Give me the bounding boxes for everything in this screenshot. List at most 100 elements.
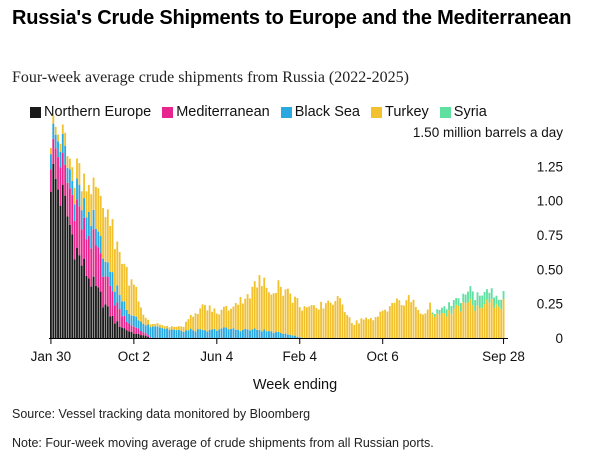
bar-segment <box>294 296 296 336</box>
bar-segment <box>263 277 266 330</box>
bar-segment <box>315 307 318 338</box>
bar-segment <box>125 309 128 322</box>
bar-segment <box>289 334 292 338</box>
bar-segment <box>239 297 242 332</box>
bar-segment <box>495 304 498 338</box>
bar-segment <box>50 169 52 193</box>
bar-segment <box>85 217 88 240</box>
bar-segment <box>71 180 74 195</box>
bar-segment <box>113 305 116 324</box>
bar-segment <box>433 316 436 338</box>
bar-segment <box>450 305 453 314</box>
bar-segment <box>144 335 147 338</box>
bar-segment <box>113 249 116 292</box>
bar-segment <box>230 328 232 338</box>
bar-segment <box>118 326 121 338</box>
bar-segment <box>488 302 491 338</box>
bar-segment <box>474 300 477 311</box>
bar-segment <box>386 311 389 338</box>
bar-segment <box>102 258 104 277</box>
bar-segment <box>474 310 477 338</box>
bar-segment <box>111 219 114 273</box>
bar-segment <box>71 167 74 181</box>
bar-segment <box>90 225 93 249</box>
bar-segment <box>279 332 282 338</box>
bar-segment <box>424 313 427 338</box>
bar-segment <box>137 328 140 334</box>
bar-segment <box>441 313 443 338</box>
bar-segment <box>298 307 301 338</box>
bar-segment <box>452 308 455 338</box>
bar-segment <box>481 307 484 338</box>
bar-segment <box>92 177 95 210</box>
bar-segment <box>256 329 259 338</box>
bar-segment <box>121 327 123 338</box>
bar-segment <box>268 292 270 332</box>
bar-segment <box>258 275 261 330</box>
bar-segment <box>445 316 448 338</box>
bar-segment <box>68 158 71 170</box>
bar-segment <box>66 216 69 338</box>
bar-segment <box>353 325 356 338</box>
bar-segment <box>265 287 268 332</box>
bar-segment <box>173 326 176 330</box>
bar-segment <box>116 321 119 338</box>
bar-segment <box>50 154 52 170</box>
bar-segment <box>263 329 266 338</box>
chart-bars <box>50 115 505 338</box>
bar-segment <box>225 305 228 328</box>
bar-segment <box>83 198 86 218</box>
bar-segment <box>493 297 495 308</box>
bar-segment <box>443 313 446 338</box>
bar-segment <box>159 324 161 328</box>
bar-segment <box>365 317 368 338</box>
bar-segment <box>90 286 93 338</box>
legend-swatch <box>280 106 292 118</box>
bar-segment <box>64 164 67 196</box>
legend-item: Mediterranean <box>162 104 270 120</box>
bar-segment <box>294 335 296 338</box>
bar-segment <box>339 298 341 338</box>
bar-segment <box>500 308 503 338</box>
bar-segment <box>391 303 394 338</box>
bar-segment <box>128 285 131 314</box>
bar-segment <box>142 332 145 336</box>
bar-segment <box>92 209 95 230</box>
bar-segment <box>59 167 62 206</box>
bar-segment <box>208 329 211 338</box>
bar-segment <box>87 185 90 212</box>
bar-segment <box>497 306 500 338</box>
bar-segment <box>502 291 505 300</box>
bar-segment <box>478 308 481 338</box>
bar-segment <box>443 306 446 314</box>
bar-segment <box>78 206 81 256</box>
legend-label: Northern Europe <box>44 104 152 120</box>
bar-segment <box>90 248 93 287</box>
bar-segment <box>459 303 462 312</box>
bar-segment <box>448 302 450 311</box>
bar-segment <box>83 217 86 259</box>
bar-segment <box>486 299 488 338</box>
bar-segment <box>135 286 138 317</box>
bar-segment <box>334 301 337 338</box>
bar-segment <box>132 315 135 327</box>
bar-segment <box>422 314 424 338</box>
bar-segment <box>374 317 377 338</box>
bar-segment <box>140 321 142 332</box>
bar-segment <box>481 295 484 308</box>
bar-segment <box>116 302 119 322</box>
bar-segment <box>90 194 93 226</box>
bar-segment <box>260 285 263 332</box>
bar-segment <box>64 132 67 146</box>
bar-segment <box>360 318 363 338</box>
bar-segment <box>298 337 301 338</box>
bar-segment <box>218 329 221 338</box>
bar-segment <box>57 134 59 142</box>
bar-segment <box>289 293 292 335</box>
bar-segment <box>135 316 138 328</box>
bar-segment <box>464 294 467 304</box>
bar-segment <box>436 309 439 314</box>
bar-segment <box>483 304 486 338</box>
bar-segment <box>166 325 168 329</box>
bar-segment <box>175 330 178 338</box>
